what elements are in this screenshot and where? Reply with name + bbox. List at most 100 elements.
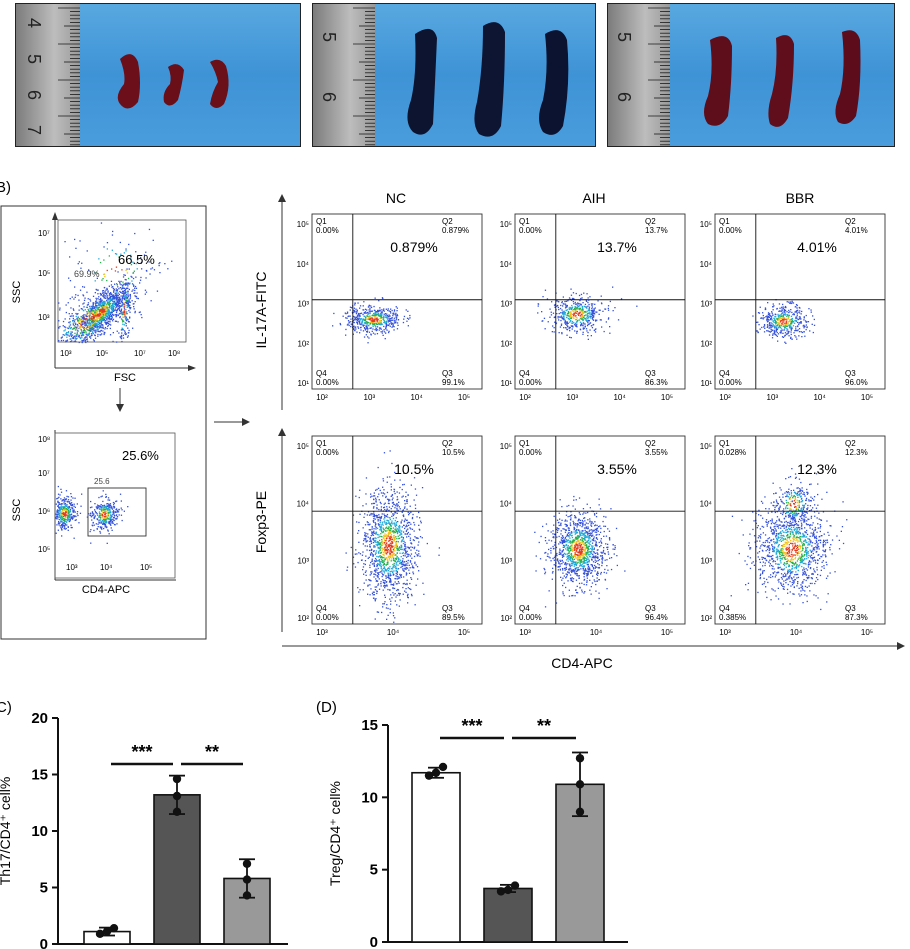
x-tick: 10⁵ — [661, 628, 673, 637]
quadrant-label: Q3 — [645, 604, 656, 613]
ruler-ticks: 5 6 — [614, 7, 670, 146]
data-point — [575, 780, 585, 789]
quadrant-label: Q4 — [719, 604, 730, 613]
spleens — [704, 30, 861, 127]
y-tick: 10⁴ — [500, 499, 513, 508]
quadrant-value: 0.00% — [519, 613, 542, 622]
plot-frame — [714, 213, 886, 390]
data-point — [510, 881, 520, 890]
quadrant-plot-nc: Q10.00%Q210.5%10.5%Q40.00%Q389.5%10⁵10⁴1… — [297, 435, 483, 637]
quadrant-label: Q4 — [519, 369, 530, 378]
quadrant-label: Q2 — [845, 217, 856, 226]
x-tick: 10⁵ — [96, 349, 108, 358]
y-tick: 10³ — [500, 300, 512, 309]
quadrant-percent: 13.7% — [597, 239, 637, 255]
data-point — [172, 807, 182, 816]
data-point — [102, 927, 112, 936]
y-tick: 10³ — [700, 300, 712, 309]
x-tick: 10⁷ — [134, 349, 146, 358]
ruler-number: 5 — [24, 54, 44, 64]
bar-aih — [483, 887, 533, 943]
quadrant-plot-aih: Q10.00%Q213.7%13.7%Q40.00%Q386.3%10⁵10⁴1… — [500, 213, 686, 402]
gating-plot-bottom: SSC CD4-APC 25.6% 25.6 10⁸ 10⁷ 10⁶ 10⁵ 1… — [11, 430, 176, 596]
significance-label: *** — [461, 716, 482, 736]
quadrant-label: Q4 — [316, 369, 327, 378]
bar-nc — [411, 771, 461, 943]
y-tick-label: 5 — [40, 880, 48, 897]
ruler-ticks: 5 6 — [319, 7, 375, 146]
data-point — [172, 791, 182, 801]
quadrant-value: 0.00% — [719, 226, 742, 235]
y-tick: 10⁶ — [38, 507, 50, 516]
quadrant-label: Q1 — [719, 439, 730, 448]
ruler-number: 6 — [614, 92, 634, 102]
y-tick: 10⁴ — [500, 260, 513, 269]
quadrant-label: Q3 — [845, 604, 856, 613]
quadrant-value: 0.00% — [719, 378, 742, 387]
y-tick-label: 20 — [31, 710, 48, 727]
significance-label: ** — [537, 716, 551, 736]
x-tick: 10³ — [364, 393, 376, 402]
plot-frame — [57, 219, 187, 343]
quadrant-value: 12.3% — [845, 448, 868, 457]
quadrant-value: 89.5% — [442, 613, 465, 622]
y-tick: 10² — [297, 339, 309, 348]
ruler-number: 4 — [24, 18, 44, 28]
quadrant-value: 0.00% — [519, 378, 542, 387]
data-point — [109, 923, 119, 933]
y-tick-label: 10 — [361, 789, 378, 806]
x-tick: 10³ — [519, 628, 531, 637]
y-tick-label: 5 — [370, 862, 378, 879]
gate-small-label: 69.9% — [74, 269, 100, 279]
x-tick: 10² — [719, 393, 731, 402]
y-tick: 10⁵ — [38, 269, 50, 278]
y-tick: 10³ — [297, 557, 309, 566]
row-label: IL-17A-FITC — [253, 271, 269, 348]
quadrant-value: 0.00% — [519, 448, 542, 457]
quadrant-value: 87.3% — [845, 613, 868, 622]
quadrant-percent: 10.5% — [394, 461, 434, 477]
y-tick: 10² — [297, 614, 309, 623]
y-tick: 10⁵ — [700, 220, 712, 229]
x-tick: 10⁵ — [140, 563, 152, 572]
ruler-number: 5 — [319, 32, 339, 42]
plot-frame — [54, 432, 176, 579]
quadrant-percent: 4.01% — [797, 239, 837, 255]
spleen-photo-aih: 5 6 — [312, 3, 596, 147]
spleen — [474, 22, 505, 137]
y-tick: 10² — [500, 339, 512, 348]
ruler-number: 5 — [614, 32, 634, 42]
data-point — [95, 929, 105, 939]
x-tick: 10³ — [767, 393, 779, 402]
x-tick: 10⁵ — [861, 628, 873, 637]
y-tick: 10⁵ — [500, 442, 512, 451]
data-point — [503, 885, 513, 895]
row-label: Foxp3-PE — [253, 491, 269, 553]
gating-box — [0, 205, 207, 640]
x-tick: 10³ — [719, 628, 731, 637]
data-point — [424, 771, 434, 780]
ruler-ticks: 4 5 6 7 — [24, 7, 80, 146]
gate-percent: 66.5% — [118, 252, 155, 267]
x-tick: 10² — [316, 393, 328, 402]
quadrant-value: 0.879% — [442, 226, 469, 235]
quadrant-value: 86.3% — [645, 378, 668, 387]
quadrant-label: Q1 — [316, 217, 327, 226]
y-tick: 10⁵ — [700, 442, 712, 451]
x-tick: 10⁴ — [410, 393, 423, 402]
x-tick: 10³ — [66, 563, 78, 572]
y-tick: 10³ — [297, 300, 309, 309]
quadrant-label: Q3 — [845, 369, 856, 378]
quadrant-label: Q3 — [442, 604, 453, 613]
x-tick: 10⁴ — [387, 628, 400, 637]
y-tick-label: 0 — [370, 934, 378, 949]
y-tick-label: 15 — [361, 717, 378, 734]
x-tick: 10⁵ — [458, 393, 470, 402]
data-point — [438, 762, 448, 772]
y-axis-label: Treg/CD4⁺ cell% — [327, 781, 343, 886]
quadrant-plot-aih: Q10.00%Q23.55%3.55%Q40.00%Q396.4%10⁵10⁴1… — [500, 435, 686, 637]
spleen — [407, 28, 437, 135]
column-label: BBR — [786, 190, 815, 206]
x-tick: 10³ — [316, 628, 328, 637]
quadrant-value: 96.4% — [645, 613, 668, 622]
